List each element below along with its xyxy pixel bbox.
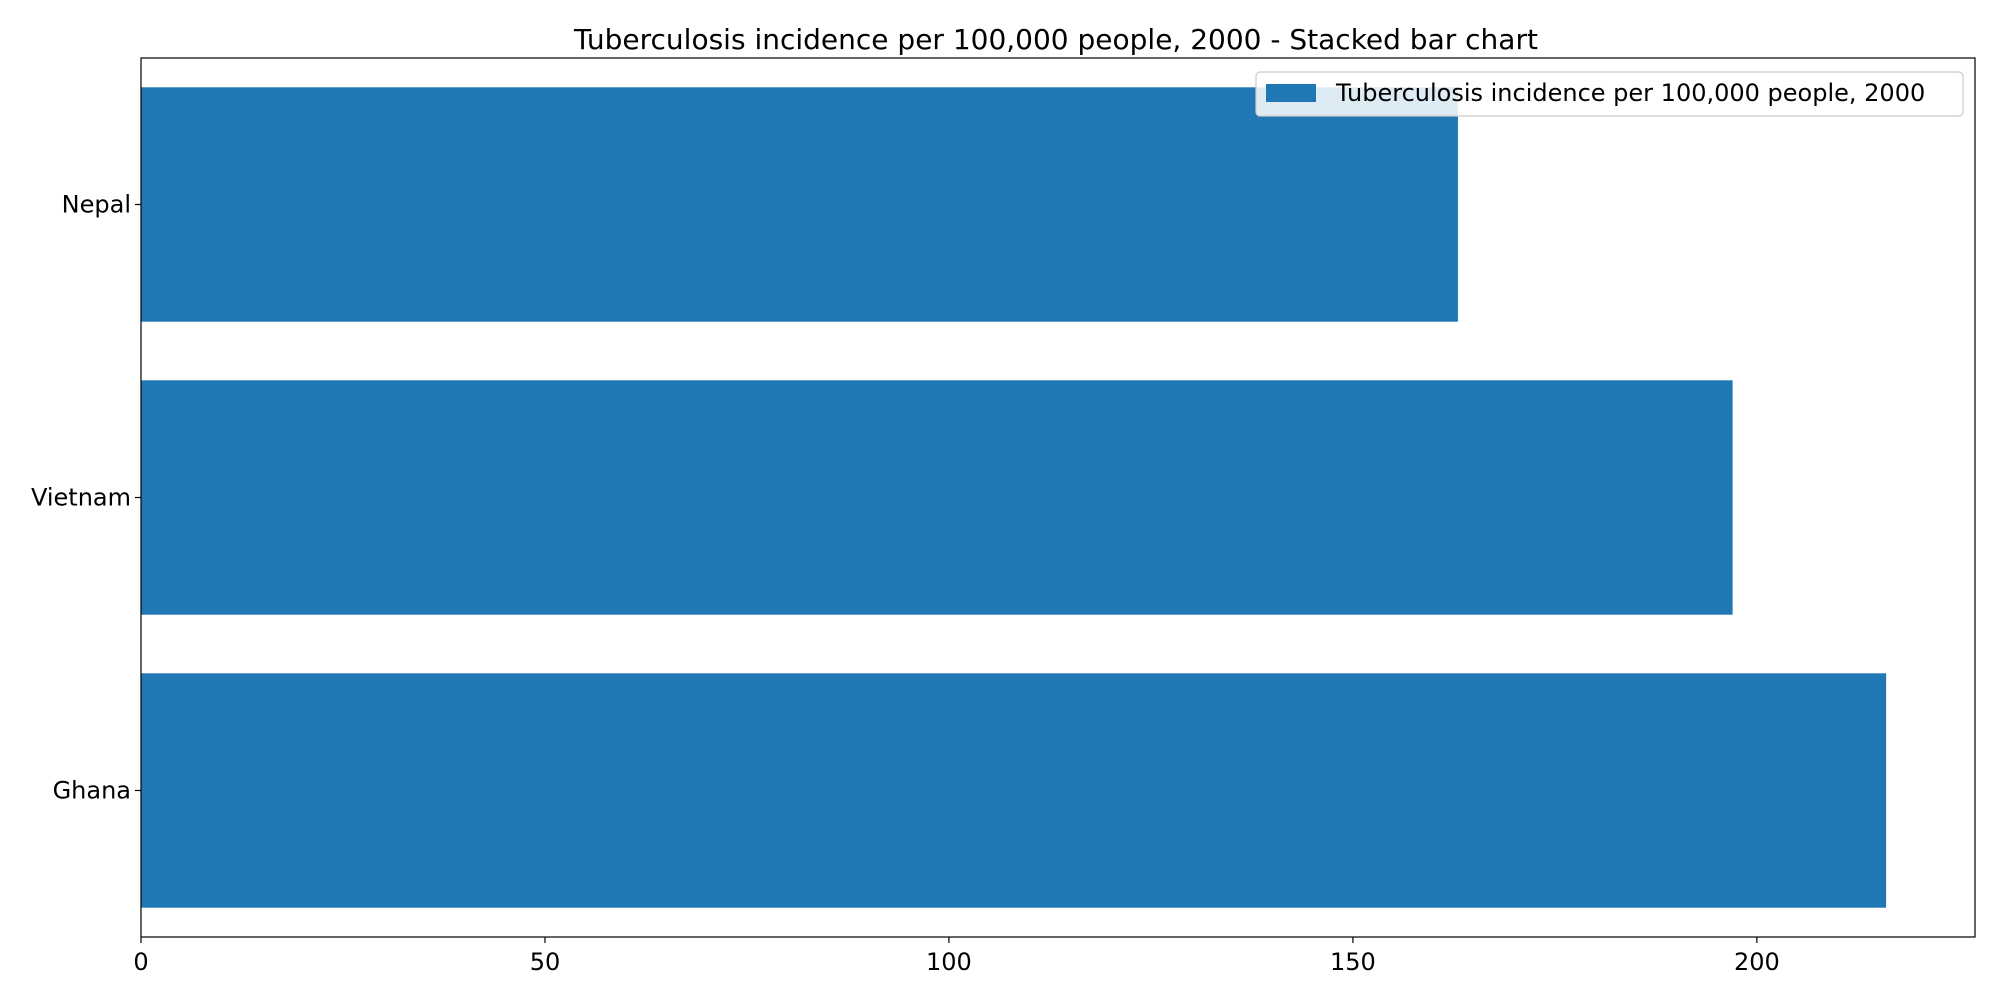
x-axis: 0 50 100 150 200 <box>133 937 1780 976</box>
bar-vietnam <box>141 380 1733 615</box>
x-tick-label: 150 <box>1330 948 1376 976</box>
bars-group <box>141 87 1887 908</box>
x-tick-label: 100 <box>926 948 972 976</box>
legend-box <box>1255 71 1964 117</box>
x-tick-label: 200 <box>1734 948 1780 976</box>
y-tick-label: Nepal <box>62 191 131 219</box>
y-tick-label: Ghana <box>53 777 131 805</box>
legend: Tuberculosis incidence per 100,000 peopl… <box>1255 71 1964 117</box>
plot-frame <box>140 57 1976 938</box>
legend-swatch <box>1266 84 1316 102</box>
y-axis: Nepal Vietnam Ghana <box>31 191 141 805</box>
x-tick-label: 0 <box>133 948 148 976</box>
bar-ghana <box>141 673 1887 908</box>
bar-nepal <box>141 87 1458 322</box>
chart-title: Tuberculosis incidence per 100,000 peopl… <box>573 23 1538 56</box>
y-tick-label: Vietnam <box>31 484 131 512</box>
x-tick-label: 50 <box>530 948 561 976</box>
legend-label: Tuberculosis incidence per 100,000 peopl… <box>1335 79 1925 107</box>
